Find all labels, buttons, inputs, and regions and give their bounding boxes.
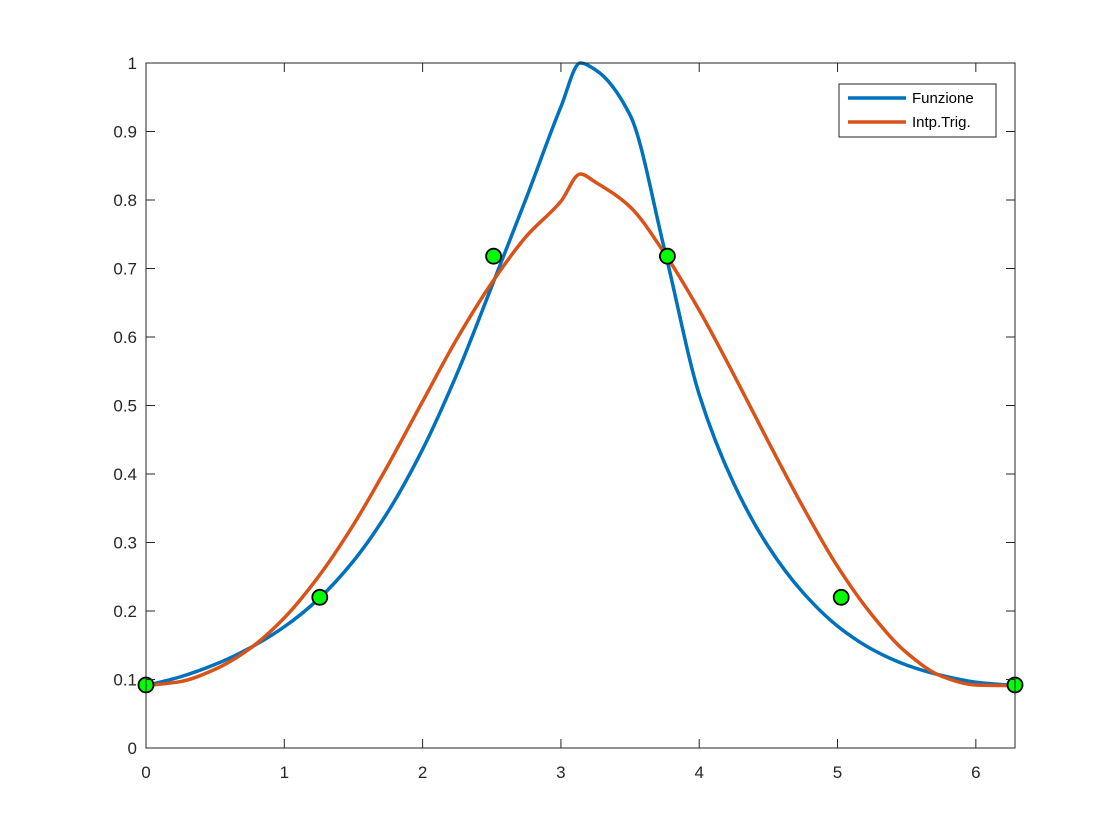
x-tick-label: 1 — [280, 763, 289, 782]
legend: Funzione Intp.Trig. — [838, 83, 997, 138]
y-tick-label: 1 — [128, 54, 137, 73]
sample-markers — [137, 247, 1024, 694]
y-tick-label: 0.8 — [113, 191, 137, 210]
axis-ticks — [145, 62, 1015, 749]
x-tick-label: 6 — [971, 763, 980, 782]
sample-point — [311, 588, 329, 606]
y-tick-label: 0.5 — [113, 397, 137, 416]
legend-label-funzione: Funzione — [912, 90, 974, 107]
x-tick-label: 0 — [141, 763, 150, 782]
y-tick-label: 0.4 — [113, 465, 137, 484]
y-tick-label: 0.1 — [113, 671, 137, 690]
sample-point — [485, 247, 503, 265]
x-tick-label: 3 — [556, 763, 565, 782]
x-tick-labels: 0 1 2 3 4 5 6 — [141, 763, 980, 782]
legend-label-intp-trig: Intp.Trig. — [912, 114, 971, 131]
y-tick-label: 0.7 — [113, 260, 137, 279]
y-tick-label: 0.2 — [113, 602, 137, 621]
series-line-intp-trig — [144, 172, 1017, 688]
y-tick-label: 0 — [128, 739, 137, 758]
x-tick-label: 2 — [418, 763, 427, 782]
y-tick-label: 0.3 — [113, 534, 137, 553]
sample-point — [832, 588, 850, 606]
y-tick-label: 0.9 — [113, 123, 137, 142]
y-tick-labels: 0 0.1 0.2 0.3 0.4 0.5 0.6 0.7 0.8 0.9 1 — [113, 54, 137, 758]
legend-box — [838, 83, 997, 138]
x-tick-label: 4 — [694, 763, 703, 782]
y-tick-label: 0.6 — [113, 328, 137, 347]
sample-point — [658, 247, 676, 265]
x-tick-label: 5 — [833, 763, 842, 782]
plot-area — [146, 63, 1015, 748]
